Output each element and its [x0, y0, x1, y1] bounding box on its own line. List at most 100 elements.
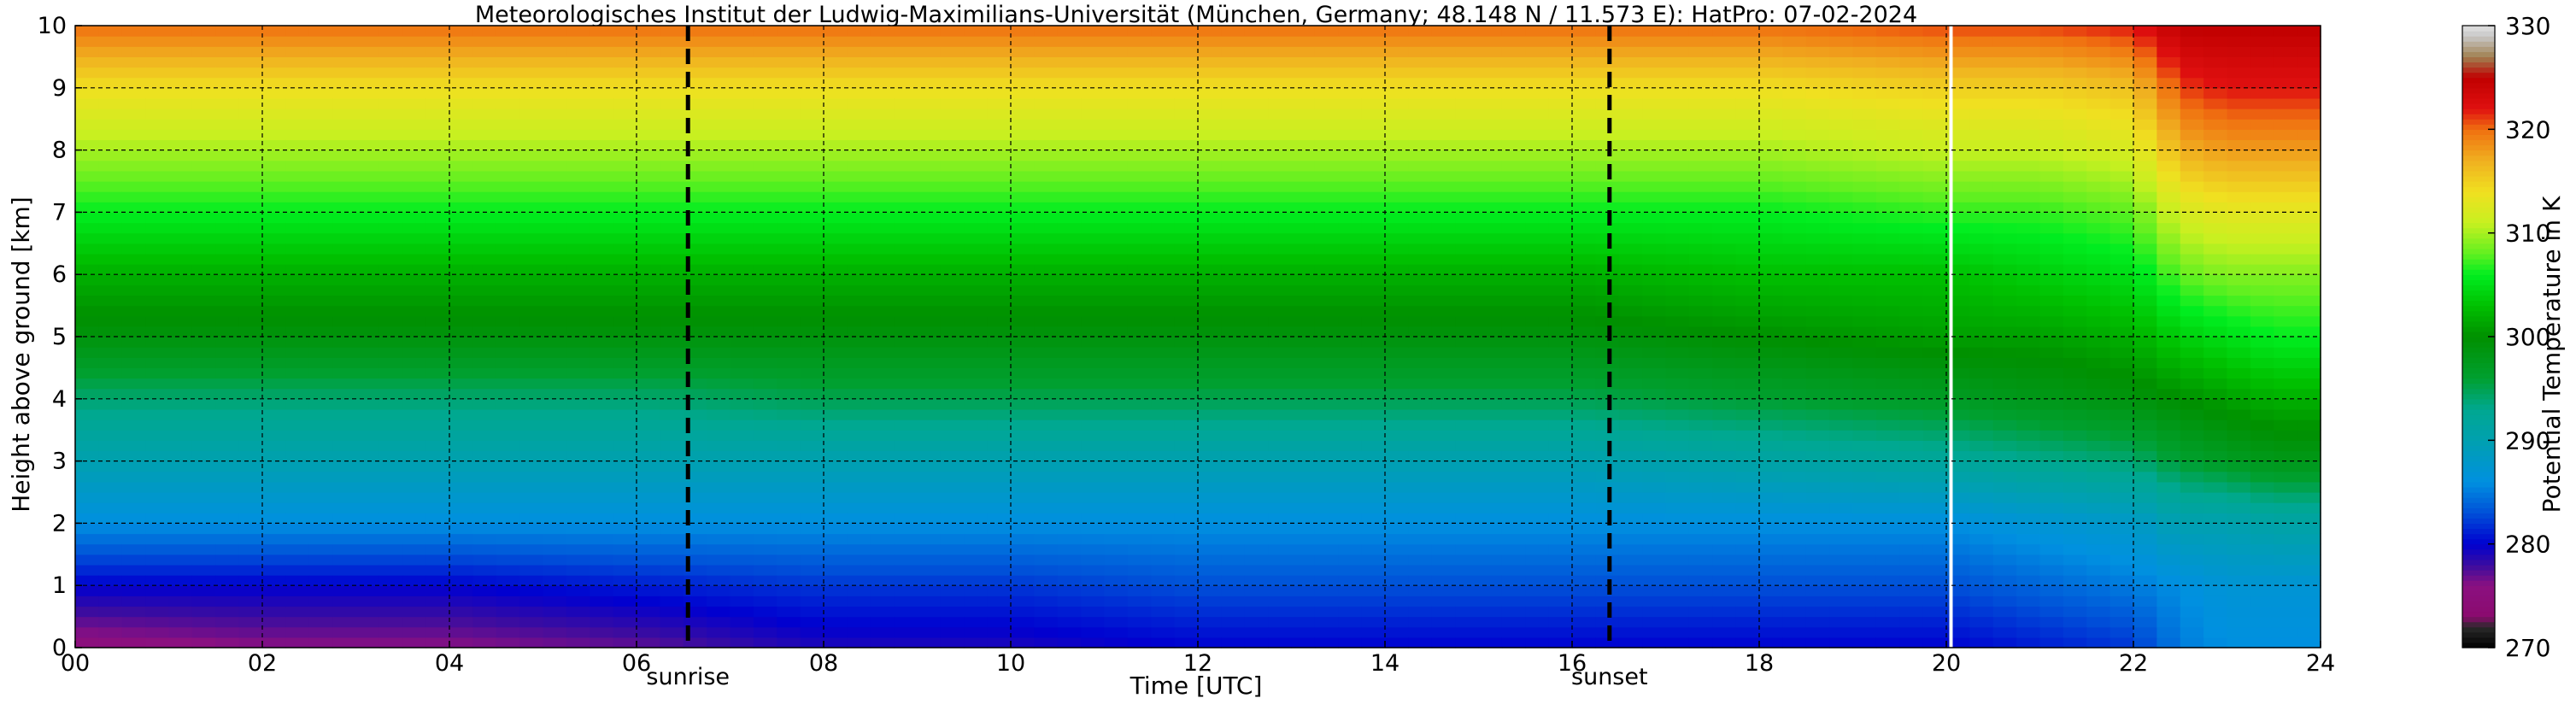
heatmap-cell [449, 398, 473, 410]
heatmap-cell [637, 129, 660, 141]
heatmap-cell [940, 398, 965, 410]
heatmap-cell [449, 181, 473, 192]
heatmap-cell [1034, 160, 1059, 172]
heatmap-cell [1361, 232, 1386, 244]
heatmap-cell [215, 492, 240, 503]
heatmap-cell [1712, 150, 1737, 161]
heatmap-cell [191, 398, 216, 410]
heatmap-cell [1385, 222, 1409, 234]
heatmap-cell [1525, 243, 1550, 255]
heatmap-cell [1548, 513, 1573, 524]
heatmap-cell [355, 212, 380, 224]
heatmap-cell [262, 315, 286, 327]
heatmap-cell [917, 315, 942, 327]
heatmap-cell [1104, 626, 1129, 638]
heatmap-cell [894, 87, 918, 99]
heatmap-cell [1688, 139, 1713, 151]
heatmap-cell [1338, 378, 1363, 390]
heatmap-cell [613, 481, 637, 493]
heatmap-cell [1034, 533, 1059, 545]
heatmap-cell [660, 450, 684, 462]
heatmap-cell [355, 367, 380, 379]
heatmap-cell [894, 150, 918, 161]
heatmap-cell [2016, 523, 2041, 535]
heatmap-cell [1969, 202, 1994, 213]
heatmap-cell [1244, 67, 1269, 79]
heatmap-cell [917, 461, 942, 472]
heatmap-cell [1525, 471, 1550, 483]
heatmap-cell [1174, 160, 1199, 172]
heatmap-cell [519, 77, 544, 89]
heatmap-cell [1057, 419, 1082, 431]
heatmap-cell [1034, 513, 1059, 524]
heatmap-cell [449, 347, 473, 358]
heatmap-cell [777, 492, 801, 503]
heatmap-cell [730, 347, 754, 358]
heatmap-cell [1291, 212, 1316, 224]
heatmap-cell [378, 285, 403, 296]
heatmap-cell [1875, 109, 1900, 120]
heatmap-cell [987, 87, 1012, 99]
heatmap-cell [1595, 295, 1620, 307]
heatmap-cell [1361, 243, 1386, 255]
heatmap-cell [215, 595, 240, 607]
heatmap-cell [1361, 408, 1386, 420]
heatmap-cell [1034, 419, 1059, 431]
heatmap-cell [1361, 295, 1386, 307]
heatmap-cell [1759, 97, 1783, 109]
heatmap-cell [1455, 575, 1480, 586]
heatmap-cell [637, 139, 660, 151]
heatmap-cell [519, 585, 544, 596]
heatmap-cell [238, 129, 263, 141]
heatmap-cell [1759, 222, 1783, 234]
heatmap-cell [940, 150, 965, 161]
heatmap-cell [1408, 285, 1433, 296]
heatmap-cell [449, 253, 473, 265]
heatmap-cell [940, 606, 965, 618]
heatmap-cell [753, 160, 777, 172]
heatmap-cell [285, 575, 310, 586]
heatmap-cell [215, 191, 240, 202]
heatmap-cell [332, 253, 357, 265]
heatmap-cell [402, 595, 427, 607]
heatmap-cell [215, 440, 240, 452]
heatmap-cell [753, 150, 777, 161]
heatmap-cell [753, 139, 777, 151]
heatmap-cell [1314, 305, 1339, 317]
heatmap-cell [1338, 264, 1363, 275]
heatmap-cell [1361, 471, 1386, 483]
heatmap-cell [355, 471, 380, 483]
heatmap-cell [1127, 430, 1152, 441]
heatmap-cell [964, 274, 989, 285]
heatmap-cell [145, 471, 170, 483]
heatmap-cell [1174, 388, 1199, 400]
heatmap-cell [566, 181, 590, 192]
heatmap-cell [1338, 274, 1363, 285]
heatmap-cell [1829, 232, 1854, 244]
heatmap-cell [847, 543, 871, 555]
heatmap-cell [215, 637, 240, 648]
heatmap-cell [1618, 450, 1643, 462]
heatmap-cell [917, 264, 942, 275]
heatmap-cell [1992, 585, 2017, 596]
heatmap-cell [1782, 274, 1807, 285]
heatmap-cell [917, 202, 942, 213]
heatmap-cell [1501, 575, 1526, 586]
heatmap-cell [1642, 543, 1667, 555]
heatmap-cell [777, 357, 801, 368]
heatmap-cell [566, 492, 590, 503]
heatmap-cell [940, 222, 965, 234]
heatmap-cell [98, 150, 123, 161]
heatmap-cell [1548, 56, 1573, 68]
heatmap-cell [1338, 337, 1363, 348]
heatmap-cell [1852, 222, 1877, 234]
heatmap-cell [1198, 502, 1222, 513]
heatmap-cell [940, 264, 965, 275]
heatmap-cell [1174, 315, 1199, 327]
heatmap-cell [964, 87, 989, 99]
heatmap-cell [800, 170, 824, 182]
heatmap-cell [1011, 481, 1035, 493]
heatmap-cell [1759, 46, 1783, 57]
heatmap-cell [191, 554, 216, 566]
heatmap-cell [168, 398, 193, 410]
